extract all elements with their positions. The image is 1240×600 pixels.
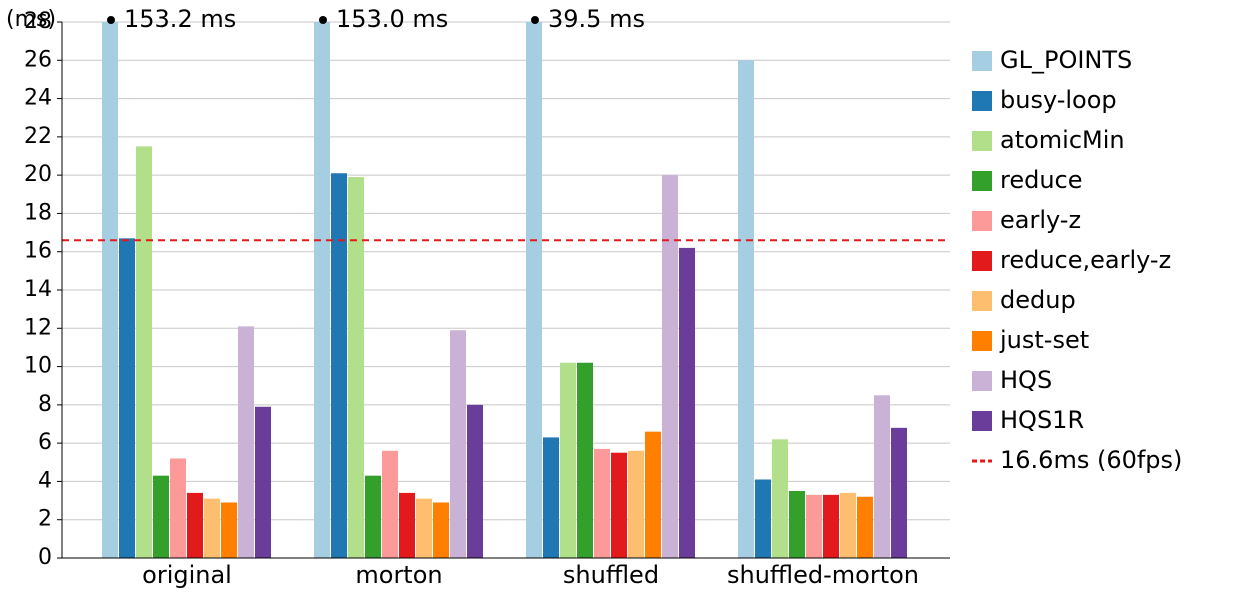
y-tick-label: 26 <box>24 47 52 72</box>
plot-area <box>102 22 907 559</box>
y-tick-label: 10 <box>24 354 52 379</box>
bar <box>314 22 330 558</box>
bar <box>806 494 822 558</box>
bar <box>170 458 186 558</box>
legend-swatch <box>972 171 992 191</box>
legend-label: reduce <box>1000 166 1083 194</box>
y-tick-label: 14 <box>24 277 52 302</box>
bar <box>221 502 237 558</box>
bar <box>399 492 415 558</box>
bar <box>238 326 254 558</box>
bar <box>416 498 432 558</box>
y-tick-label: 28 <box>24 9 52 34</box>
bar <box>645 431 661 558</box>
legend-swatch <box>972 411 992 431</box>
bar <box>136 146 152 558</box>
bar <box>738 60 754 559</box>
bar <box>611 452 627 558</box>
bar <box>543 437 559 558</box>
legend-label: reduce,early-z <box>1000 246 1171 274</box>
x-tick-label: original <box>142 561 232 589</box>
label-bullet <box>319 16 327 24</box>
bar <box>433 502 449 558</box>
y-tick-label: 18 <box>24 200 52 225</box>
bar <box>204 498 220 558</box>
value-label: 39.5 ms <box>548 5 645 33</box>
y-tick-label: 0 <box>38 545 52 570</box>
bar <box>153 475 169 558</box>
y-tick-label: 2 <box>38 507 52 532</box>
value-label: 153.0 ms <box>336 5 448 33</box>
bar <box>382 450 398 558</box>
legend-label: HQS <box>1000 366 1052 394</box>
x-tick-label: shuffled <box>563 561 659 589</box>
bar <box>526 22 542 558</box>
bar <box>662 175 678 558</box>
x-tick-label: shuffled-morton <box>727 561 919 589</box>
legend-label: 16.6ms (60fps) <box>1000 446 1182 474</box>
legend-swatch <box>972 211 992 231</box>
y-tick-label: 4 <box>38 468 52 493</box>
legend-swatch <box>972 131 992 151</box>
legend-swatch <box>972 91 992 111</box>
bar <box>594 448 610 558</box>
label-bullet <box>531 16 539 24</box>
legend-swatch <box>972 331 992 351</box>
y-tick-label: 6 <box>38 430 52 455</box>
bar <box>119 238 135 559</box>
bar <box>755 479 771 558</box>
x-tick-label: morton <box>355 561 442 589</box>
legend-swatch <box>972 371 992 391</box>
bar <box>467 404 483 558</box>
legend-label: busy-loop <box>1000 86 1117 114</box>
label-bullet <box>107 16 115 24</box>
y-tick-label: 12 <box>24 315 52 340</box>
y-tick-label: 20 <box>24 162 52 187</box>
bar <box>187 492 203 558</box>
y-axis-label: (ms) <box>6 7 56 32</box>
bar <box>874 395 890 558</box>
legend-label: just-set <box>999 326 1089 354</box>
y-tick-label: 24 <box>24 86 52 111</box>
bar <box>840 492 856 558</box>
legend-label: GL_POINTS <box>1000 46 1132 74</box>
bar <box>628 450 644 558</box>
bar <box>823 494 839 558</box>
bar <box>331 173 347 558</box>
legend-label: dedup <box>1000 286 1076 314</box>
bar <box>560 362 576 558</box>
bar <box>789 491 805 558</box>
legend-label: atomicMin <box>1000 126 1125 154</box>
y-tick-label: 16 <box>24 239 52 264</box>
bar <box>348 177 364 559</box>
legend-swatch <box>972 291 992 311</box>
legend-label: HQS1R <box>1000 406 1084 434</box>
bar <box>679 247 695 558</box>
legend-swatch <box>972 51 992 71</box>
bar <box>365 475 381 558</box>
bar <box>857 496 873 558</box>
bar <box>891 427 907 558</box>
bar <box>772 439 788 558</box>
y-tick-label: 8 <box>38 392 52 417</box>
value-label: 153.2 ms <box>124 5 236 33</box>
y-tick-label: 22 <box>24 124 52 149</box>
bar <box>255 406 271 558</box>
bar <box>102 22 118 558</box>
legend-label: early-z <box>1000 206 1081 234</box>
legend-swatch <box>972 251 992 271</box>
bar <box>450 330 466 558</box>
bar <box>577 362 593 558</box>
